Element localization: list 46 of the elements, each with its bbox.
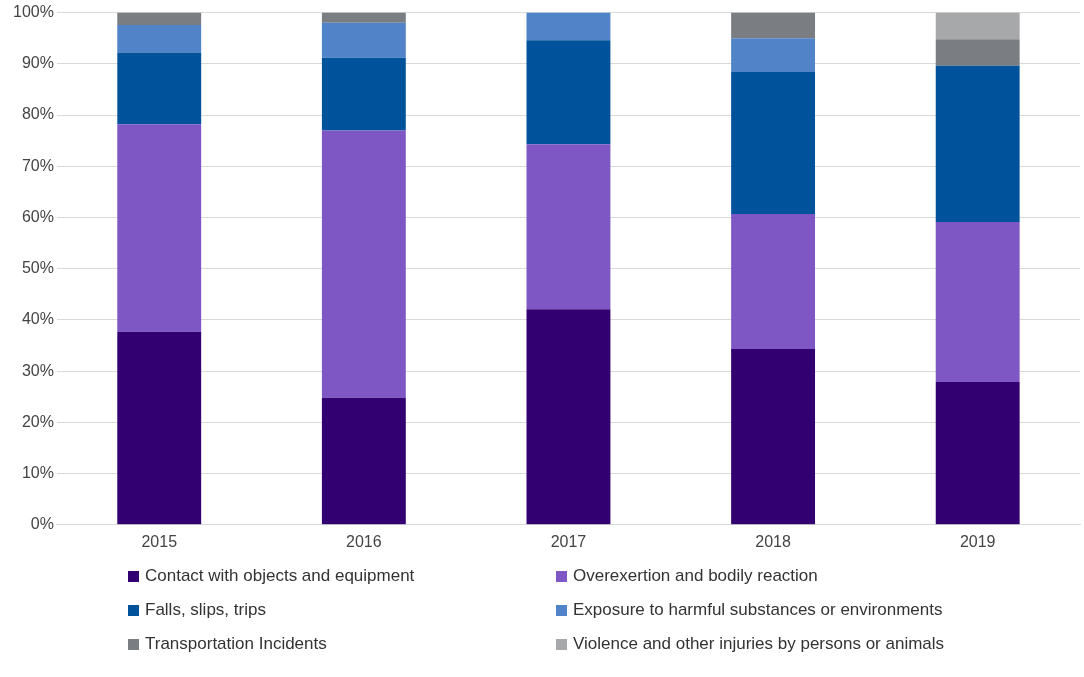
x-tick-label: 2017 xyxy=(550,532,587,550)
bar xyxy=(526,144,611,310)
bar xyxy=(117,124,202,332)
bar xyxy=(321,57,406,131)
y-tick-label: 30% xyxy=(21,361,54,379)
legend-label: Transportation Incidents xyxy=(145,634,327,654)
bar xyxy=(731,213,816,350)
bar xyxy=(935,222,1020,382)
bar xyxy=(526,40,611,145)
bar xyxy=(321,397,406,525)
bar xyxy=(731,38,816,73)
y-tick-label: 60% xyxy=(21,207,54,225)
y-tick-label: 20% xyxy=(21,412,54,430)
bar xyxy=(117,12,202,25)
x-tick-label: 2015 xyxy=(141,532,178,550)
x-tick-label: 2018 xyxy=(755,532,791,550)
y-tick-label: 90% xyxy=(21,54,54,72)
x-tick-label: 2016 xyxy=(346,532,382,550)
legend-label: Falls, slips, trips xyxy=(145,600,266,620)
bar xyxy=(731,349,816,525)
bar xyxy=(935,12,1020,40)
bar xyxy=(117,24,202,53)
legend-label: Violence and other injuries by persons or animals xyxy=(573,634,945,654)
y-tick-label: 0% xyxy=(30,515,54,533)
x-tick-label: 2019 xyxy=(959,532,996,550)
bar xyxy=(321,22,406,58)
bar xyxy=(526,309,611,525)
bar xyxy=(321,130,406,398)
bar xyxy=(731,72,816,214)
bar xyxy=(935,65,1020,223)
legend-label: Overexertion and bodily reaction xyxy=(573,566,818,586)
bar xyxy=(935,39,1020,66)
y-tick-label: 50% xyxy=(21,259,54,277)
y-tick-label: 70% xyxy=(21,156,54,174)
y-tick-label: 40% xyxy=(21,310,54,328)
y-tick-label: 80% xyxy=(21,105,54,123)
legend-label: Contact with objects and equipment xyxy=(145,566,415,586)
legend-label: Exposure to harmful substances or environments xyxy=(573,600,943,620)
y-tick-label: 10% xyxy=(21,463,54,481)
bar xyxy=(117,331,202,525)
bar xyxy=(935,381,1020,525)
bar xyxy=(526,12,611,41)
bar xyxy=(321,12,406,23)
bar xyxy=(117,52,202,125)
y-tick-label: 100% xyxy=(13,3,54,21)
bar xyxy=(731,12,816,39)
